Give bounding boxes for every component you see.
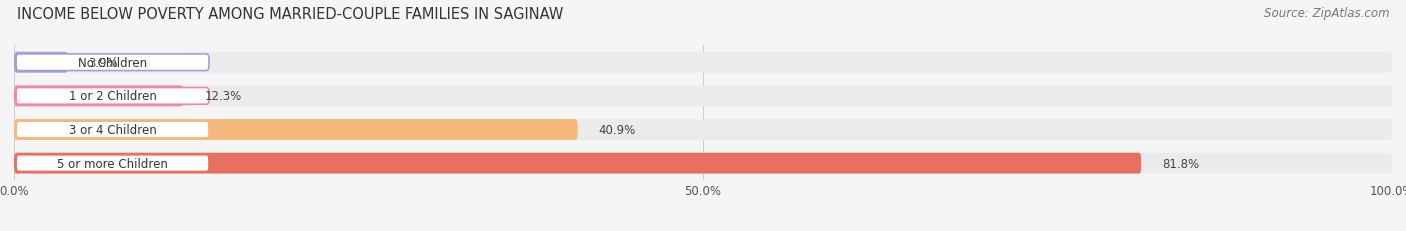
FancyBboxPatch shape [14, 86, 1392, 107]
FancyBboxPatch shape [14, 120, 578, 140]
FancyBboxPatch shape [14, 86, 184, 107]
Text: 5 or more Children: 5 or more Children [58, 157, 167, 170]
FancyBboxPatch shape [14, 120, 1392, 140]
FancyBboxPatch shape [15, 122, 209, 138]
Text: Source: ZipAtlas.com: Source: ZipAtlas.com [1264, 7, 1389, 20]
Text: INCOME BELOW POVERTY AMONG MARRIED-COUPLE FAMILIES IN SAGINAW: INCOME BELOW POVERTY AMONG MARRIED-COUPL… [17, 7, 564, 22]
Text: 12.3%: 12.3% [204, 90, 242, 103]
Text: 3 or 4 Children: 3 or 4 Children [69, 123, 156, 137]
Text: No Children: No Children [77, 56, 148, 70]
Text: 3.9%: 3.9% [89, 56, 118, 70]
Text: 1 or 2 Children: 1 or 2 Children [69, 90, 156, 103]
Text: 40.9%: 40.9% [599, 123, 636, 137]
FancyBboxPatch shape [15, 155, 209, 172]
FancyBboxPatch shape [15, 55, 209, 71]
FancyBboxPatch shape [14, 53, 67, 73]
Text: 81.8%: 81.8% [1161, 157, 1199, 170]
FancyBboxPatch shape [14, 153, 1392, 174]
FancyBboxPatch shape [14, 53, 1392, 73]
FancyBboxPatch shape [14, 153, 1142, 174]
FancyBboxPatch shape [15, 88, 209, 105]
